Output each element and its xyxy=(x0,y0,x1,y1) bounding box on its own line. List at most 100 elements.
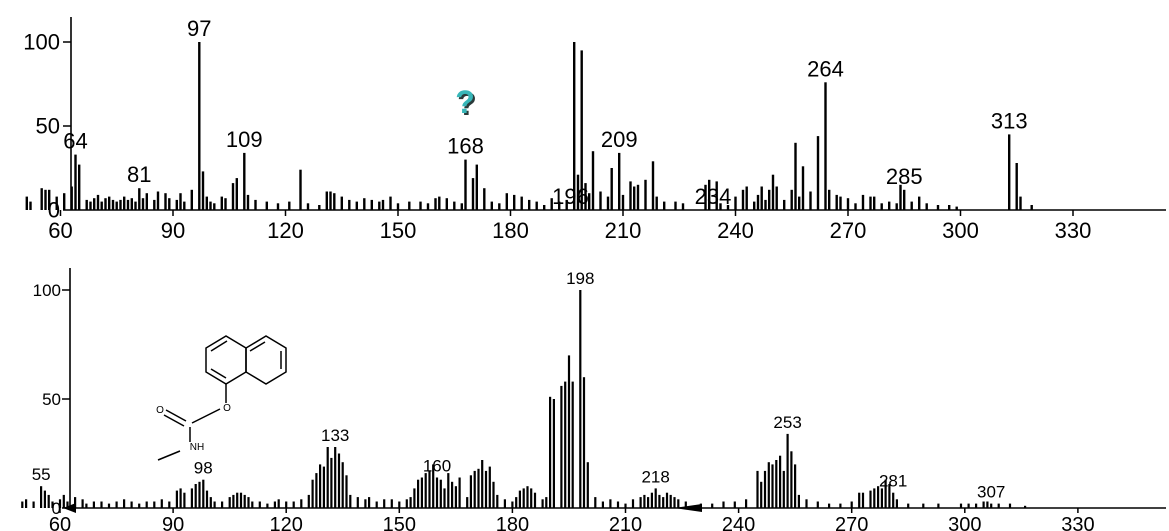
top-peak-label: 109 xyxy=(226,127,263,152)
top-peak-bar xyxy=(618,152,621,210)
top-peak-bar xyxy=(138,188,141,210)
top-peak-bar xyxy=(768,189,771,210)
top-peak-bar xyxy=(888,201,891,210)
bottom-peak-bar xyxy=(409,497,412,508)
bottom-peak-bar xyxy=(58,499,62,508)
bottom-peak-bar xyxy=(650,492,653,508)
top-peak-bar xyxy=(370,199,373,210)
bottom-peak-bar xyxy=(100,501,103,508)
bottom-peak-bar xyxy=(669,494,672,508)
top-peak-bar xyxy=(483,188,486,210)
bottom-x-tick-label: 270 xyxy=(835,514,868,531)
top-peak-bar xyxy=(543,205,546,210)
top-peak-bar xyxy=(1015,163,1018,210)
bottom-peak-bar xyxy=(756,470,759,508)
question-mark-icon: ? ? xyxy=(455,84,477,122)
bottom-y-tick-label: 100 xyxy=(33,281,61,300)
bottom-peak-bar xyxy=(797,494,800,508)
bottom-peak-bar xyxy=(228,497,231,508)
bottom-peak-bar xyxy=(922,503,925,508)
top-peak-bar xyxy=(145,193,148,210)
top-peak-bar xyxy=(325,191,328,210)
top-peak-bar xyxy=(104,198,107,210)
bottom-peak-bar xyxy=(492,481,495,508)
top-peak-bar xyxy=(201,171,205,210)
bottom-x-tick-label: 120 xyxy=(270,514,303,531)
top-peak-bar xyxy=(910,201,913,210)
bottom-peak-bar xyxy=(484,470,488,508)
bottom-spectrum-panel: 0 50 100 60 90 120 150 180 210 240 270 300 330 55 98… xyxy=(21,268,1166,531)
top-peak-label: 97 xyxy=(187,16,211,41)
top-peak-bar xyxy=(29,201,32,210)
left-ring-double-bond-1 xyxy=(210,340,228,352)
top-peak-bar xyxy=(498,203,501,210)
top-peak-bar xyxy=(348,199,351,210)
bottom-peak-bar xyxy=(631,499,635,508)
bottom-peak-bar xyxy=(413,488,416,508)
bottom-peak-bar xyxy=(711,503,714,508)
top-peak-bar xyxy=(299,169,302,210)
bottom-peak-bar xyxy=(549,396,552,508)
bottom-peak-bar xyxy=(51,501,54,508)
bottom-peak-bar xyxy=(530,488,533,508)
top-peak-bar xyxy=(235,178,238,210)
bottom-peak-bar xyxy=(292,501,295,508)
bottom-peak-bar xyxy=(428,470,431,508)
top-peak-bar xyxy=(119,199,122,210)
top-peak-bar xyxy=(126,199,130,210)
top-peak-bar xyxy=(528,199,531,210)
top-peak-bar xyxy=(74,154,77,210)
bottom-peak-bar xyxy=(601,501,604,508)
bottom-peak-bar xyxy=(959,503,963,508)
bottom-peak-bar xyxy=(123,499,126,508)
bottom-peak-bar xyxy=(356,497,359,508)
bottom-peak-bar xyxy=(43,490,46,508)
bottom-peak-label: 98 xyxy=(194,459,213,478)
top-x-tick-label: 90 xyxy=(161,218,185,243)
bottom-peak-bar xyxy=(236,492,239,508)
bottom-peak-bar xyxy=(168,501,171,508)
bottom-peak-bar xyxy=(454,486,457,508)
top-peak-bar xyxy=(396,203,400,210)
top-peak-label: 196 xyxy=(552,184,589,209)
bottom-peak-bar xyxy=(771,464,774,508)
bottom-peak-bar xyxy=(66,501,69,508)
bottom-peak-label: 133 xyxy=(321,426,349,445)
bottom-peak-bar xyxy=(405,499,408,508)
bottom-peak-bar xyxy=(179,488,182,508)
bottom-peak-bar xyxy=(937,503,940,508)
bottom-peak-bar xyxy=(884,479,887,508)
right-aromatic-ring xyxy=(245,335,287,385)
top-peak-bar xyxy=(760,186,763,210)
top-peak-bar xyxy=(190,189,193,210)
top-peak-bar xyxy=(610,168,613,210)
bottom-peak-bar xyxy=(190,488,193,508)
top-peak-bar xyxy=(276,203,280,210)
bottom-peak-bar xyxy=(582,377,586,508)
bottom-peak-bar xyxy=(447,473,450,508)
bottom-peak-bar xyxy=(997,503,1000,508)
bottom-x-tick-label: 90 xyxy=(162,514,184,531)
top-peak-bar xyxy=(254,199,257,210)
top-peak-bar xyxy=(704,184,707,210)
bottom-peak-bar xyxy=(258,501,261,508)
top-peak-bar xyxy=(306,203,310,210)
top-peak-bar xyxy=(48,189,51,210)
bottom-peak-bar xyxy=(247,497,250,508)
bottom-peak-bar xyxy=(209,497,212,508)
bottom-peak-label: 307 xyxy=(977,483,1005,502)
top-peak-bar xyxy=(505,193,508,210)
top-peak-bar xyxy=(828,189,831,210)
top-peak-bar xyxy=(948,205,951,210)
bottom-x-ticks: 60 90 120 150 180 210 240 270 300 330 xyxy=(49,508,1095,531)
top-peak-bar xyxy=(89,201,92,210)
top-peak-bar xyxy=(771,174,775,210)
bottom-peak-bar xyxy=(511,501,514,508)
bottom-peak-bar xyxy=(786,433,789,508)
top-peak-label: 209 xyxy=(601,127,638,152)
top-y-tick-label: 50 xyxy=(36,114,60,139)
bottom-peak-bar xyxy=(326,447,329,508)
bottom-peak-bar xyxy=(515,497,518,508)
top-peak-bar xyxy=(726,205,730,210)
top-peak-bar xyxy=(78,164,81,210)
